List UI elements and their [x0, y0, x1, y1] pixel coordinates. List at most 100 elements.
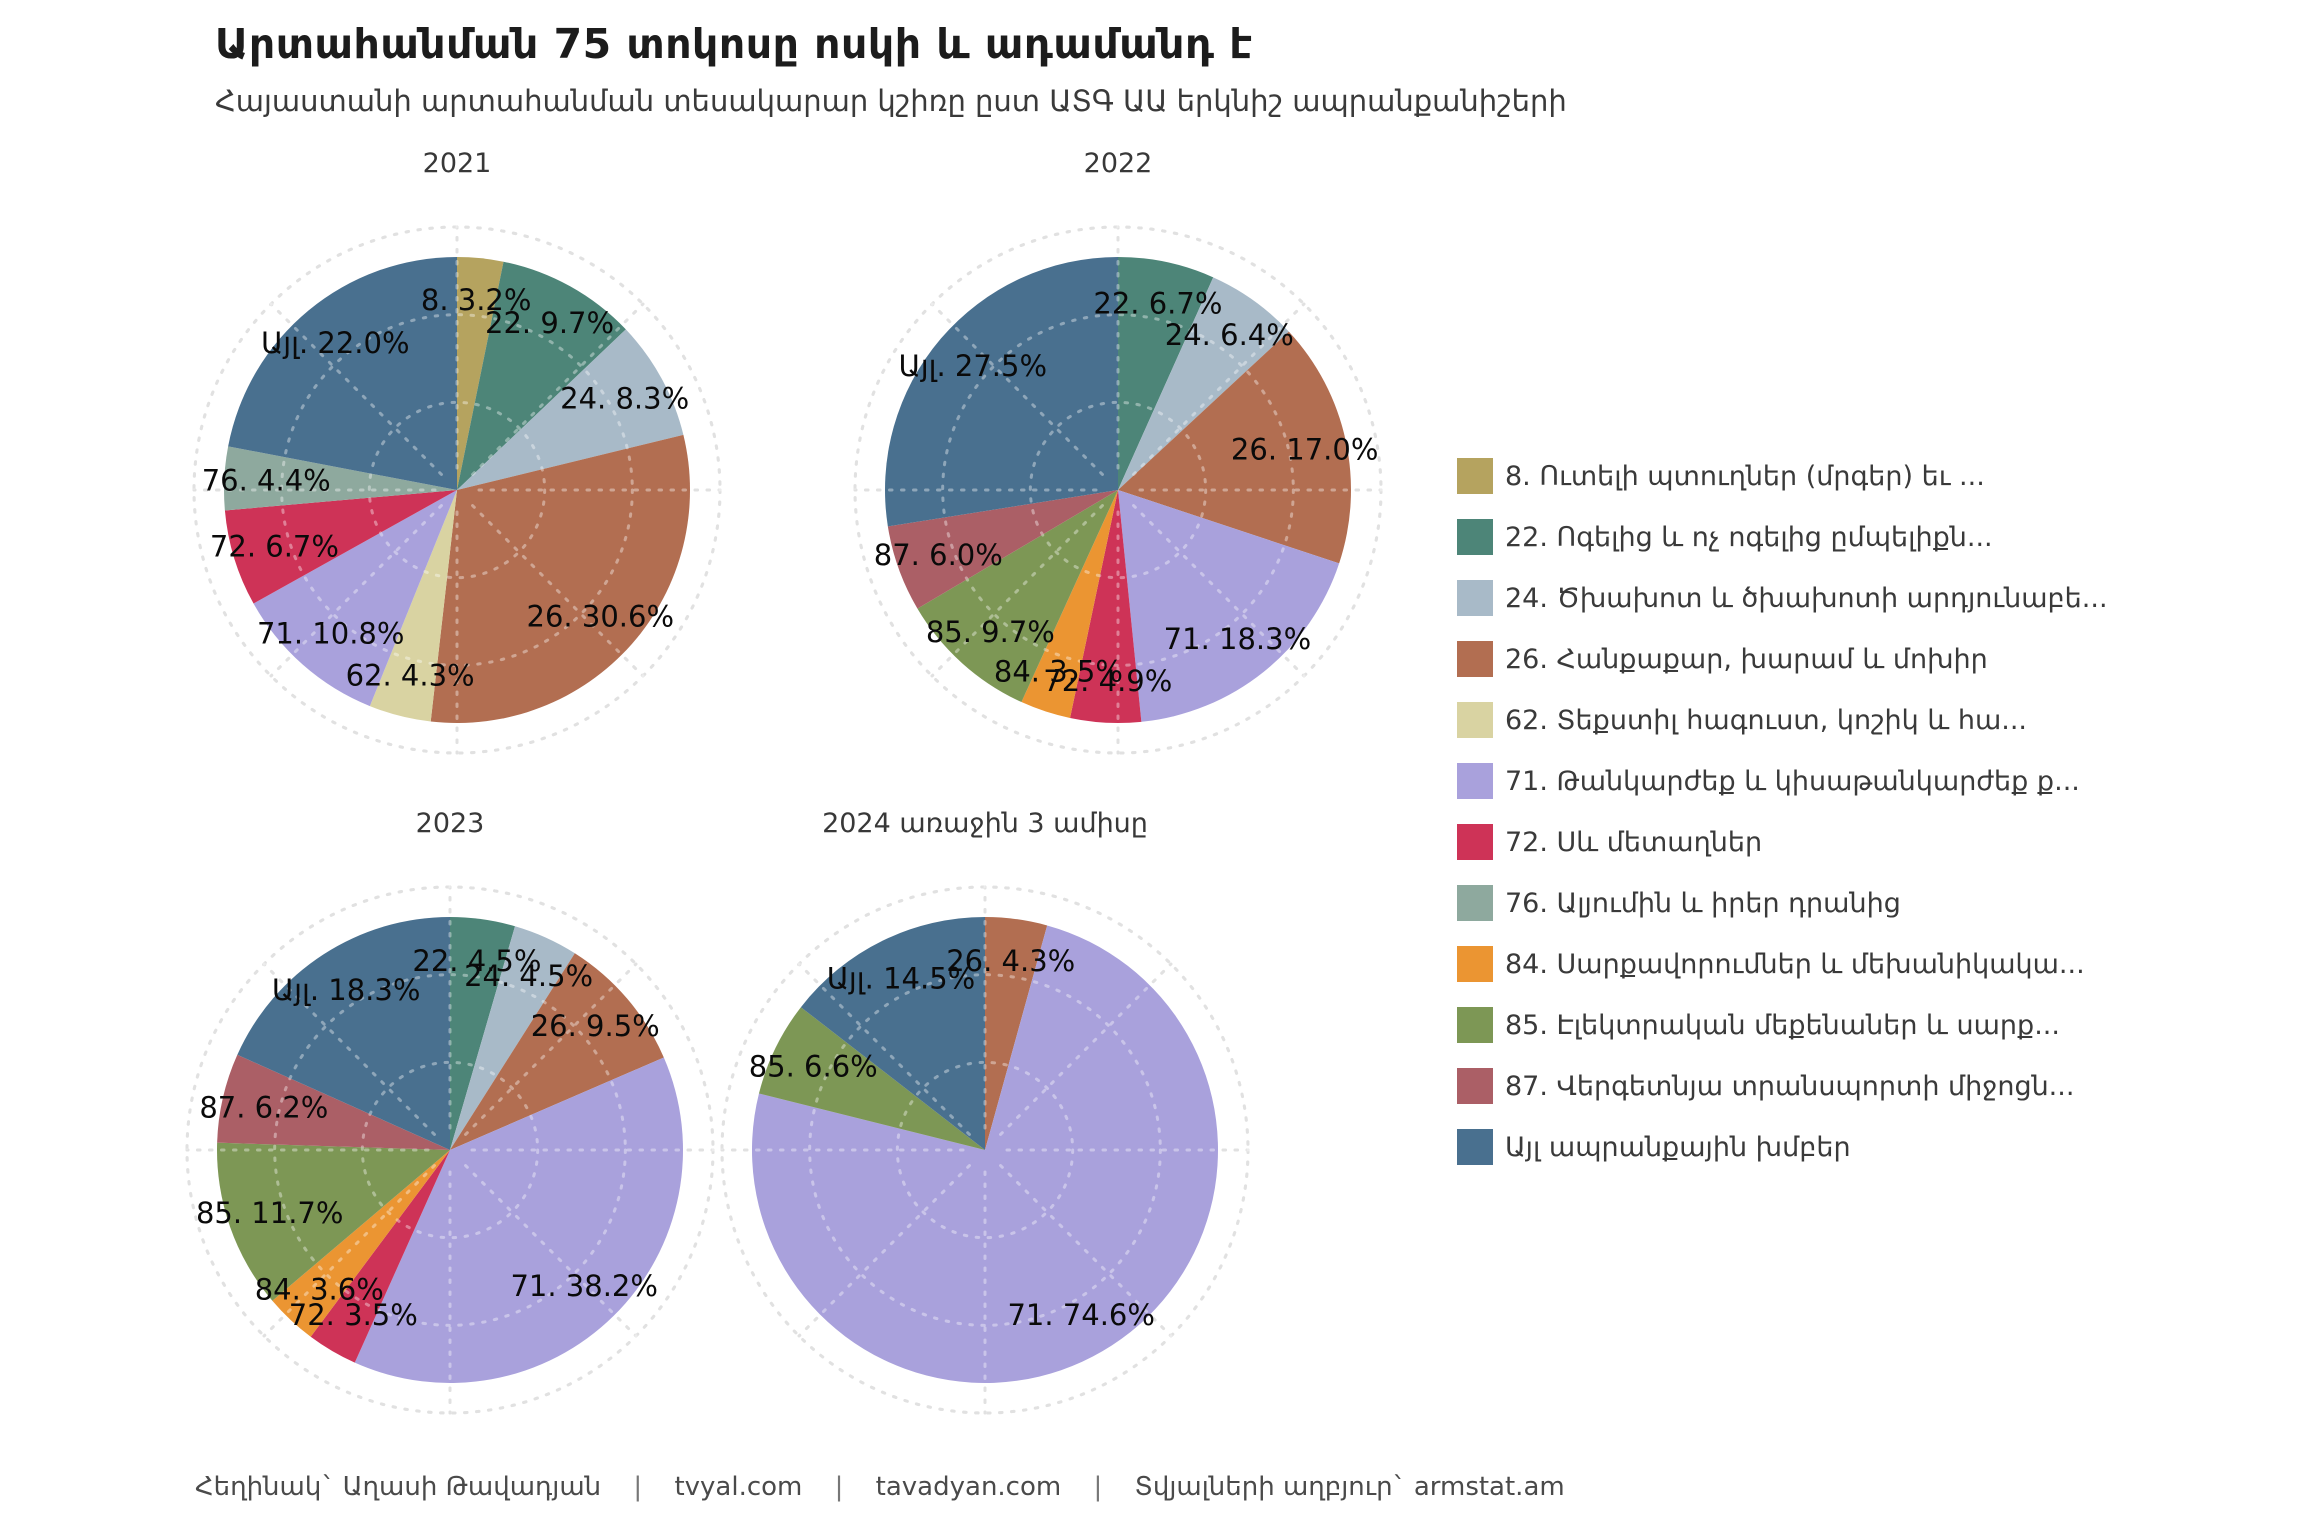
footer: Հեղինակ` Աղասի Թավադյան | tvyal.com | ta…	[195, 1472, 1565, 1502]
legend-label: 76. Ալյումին և իրեր դրանից	[1505, 887, 1901, 919]
pie-slice-22	[450, 917, 516, 1150]
facet-title: 2021	[423, 148, 492, 179]
legend-label: Այլ ապրանքային խմբեր	[1505, 1131, 1851, 1163]
legend-label: 71. Թանկարժեք և կիսաթանկարժեք ք...	[1505, 765, 2080, 797]
legend-label: 72. Սև մետաղներ	[1505, 826, 1763, 858]
legend-item: 84. Սարքավորումներ և մեխանիկակա...	[1457, 946, 2108, 982]
legend-label: 8. Ուտելի պտուղներ (մրգեր) եւ ...	[1505, 460, 1985, 492]
polar-grid-line	[930, 302, 1104, 476]
slice-label-71: 71. 18.3%	[1164, 622, 1311, 656]
pie-slice-71	[253, 490, 457, 707]
pie-slice-76	[223, 446, 457, 511]
polar-grid-line	[471, 504, 645, 678]
pie-slice-26	[430, 434, 690, 723]
slice-label-24: 24. 8.3%	[560, 382, 689, 416]
facet-title: 2024 առաջին 3 ամիսը	[822, 808, 1148, 839]
pie-slice-71	[1118, 490, 1340, 722]
polar-grid-overlay	[185, 885, 715, 1415]
polar-grid-circle	[280, 313, 634, 667]
legend-item: 71. Թանկարժեք և կիսաթանկարժեք ք...	[1457, 763, 2108, 799]
slice-label-24: 24. 6.4%	[1165, 318, 1294, 352]
polar-grid-circle	[185, 885, 715, 1415]
pie-slice-84	[1021, 490, 1118, 719]
legend-swatch	[1457, 1129, 1493, 1165]
pie-slice-85	[217, 1142, 450, 1301]
slice-label-Այլ: Այլ. 18.3%	[272, 973, 421, 1007]
slice-label-84: 84. 3.5%	[994, 655, 1123, 689]
polar-grid-line	[797, 962, 971, 1136]
footer-author: Հեղինակ` Աղասի Թավադյան	[195, 1472, 602, 1502]
legend-item: 72. Սև մետաղներ	[1457, 824, 2108, 860]
legend-label: 24. Ծխախոտ և ծխախոտի արդյունաբե...	[1505, 582, 2108, 614]
polar-grid-line	[1132, 504, 1306, 678]
polar-grid-circle	[895, 1060, 1075, 1240]
slice-label-72: 72. 4.9%	[1043, 664, 1172, 698]
polar-grid-circle	[941, 313, 1295, 667]
polar-grid-line	[269, 504, 443, 678]
slice-label-85: 85. 11.7%	[196, 1196, 343, 1230]
slice-label-Այլ: Այլ. 22.0%	[261, 326, 410, 360]
slice-label-8: 8. 3.2%	[421, 283, 532, 317]
pie-slice-Այլ	[228, 257, 457, 490]
polar-grid-line	[262, 1164, 436, 1338]
facet-title: 2022	[1084, 148, 1153, 179]
pie-3: 22. 4.5%24. 4.5% 26. 9.5% 71. 38.2% 72. 3.5…	[185, 808, 715, 1415]
slice-label-71: 71. 10.8%	[257, 616, 404, 650]
slice-label-Այլ: Այլ. 27.5%	[898, 349, 1047, 383]
legend-label: 62. Տեքստիլ հագուստ, կոշիկ և հա...	[1505, 704, 2028, 736]
slice-label-87: 87. 6.2%	[199, 1090, 328, 1124]
legend-item: 22. Ոգելից և ոչ ոգելից ըմպելիքն...	[1457, 519, 2108, 555]
slice-label-87: 87. 6.0%	[874, 538, 1003, 572]
pie-slice-87	[887, 490, 1118, 609]
pie-slice-72	[1070, 490, 1142, 723]
footer-separator: |	[1093, 1472, 1103, 1502]
pie-slice-24	[457, 329, 684, 490]
slice-label-84: 84. 3.6%	[255, 1272, 384, 1306]
legend-label: 84. Սարքավորումներ և մեխանիկակա...	[1505, 948, 2085, 980]
slice-label-22: 22. 4.5%	[412, 944, 541, 978]
footer-separator: |	[633, 1472, 643, 1502]
legend-label: 85. Էլեկտրական մեքենաներ և սարք...	[1505, 1009, 2060, 1041]
polar-grid-line	[262, 962, 436, 1136]
pie-slice-84	[272, 1150, 450, 1337]
pie-slice-85	[758, 1007, 985, 1150]
legend: 8. Ուտելի պտուղներ (մրգեր) եւ ... 22. Ոգե…	[1457, 458, 2108, 1190]
polar-grid-overlay	[853, 225, 1383, 755]
pie-slice-87	[217, 1054, 450, 1150]
polar-grid-line	[999, 962, 1173, 1136]
legend-item: Այլ ապրանքային խմբեր	[1457, 1129, 2108, 1165]
pie-slice-26	[985, 917, 1048, 1150]
legend-item: 87. Վերգետնյա տրանսպորտի միջոցն...	[1457, 1068, 2108, 1104]
pie-slice-85	[917, 490, 1118, 703]
slice-label-76: 76. 4.4%	[202, 464, 331, 498]
footer-site-tvyal: tvyal.com	[674, 1472, 803, 1502]
polar-grid-overlay	[192, 225, 722, 755]
legend-swatch	[1457, 580, 1493, 616]
legend-swatch	[1457, 458, 1493, 494]
legend-swatch	[1457, 824, 1493, 860]
polar-grid-line	[1132, 302, 1306, 476]
slice-label-72: 72. 3.5%	[289, 1298, 418, 1332]
pie-slice-71	[752, 925, 1218, 1383]
legend-swatch	[1457, 1068, 1493, 1104]
slice-label-85: 85. 9.7%	[926, 615, 1055, 649]
pie-slice-72	[310, 1150, 450, 1363]
polar-grid-circle	[273, 973, 627, 1327]
slice-label-26: 26. 30.6%	[527, 599, 674, 633]
facet-title: 2023	[416, 808, 485, 839]
legend-swatch	[1457, 702, 1493, 738]
slice-label-85: 85. 6.6%	[749, 1050, 878, 1084]
pie-slice-Այլ	[800, 917, 985, 1150]
polar-grid-line	[464, 962, 638, 1136]
polar-grid-line	[464, 1164, 638, 1338]
legend-item: 85. Էլեկտրական մեքենաներ և սարք...	[1457, 1007, 2108, 1043]
slice-label-22: 22. 6.7%	[1093, 286, 1222, 320]
polar-grid-line	[797, 1164, 971, 1338]
legend-swatch	[1457, 946, 1493, 982]
polar-grid-line	[269, 302, 443, 476]
footer-separator: |	[834, 1472, 844, 1502]
pie-slice-62	[369, 490, 457, 722]
slice-label-24: 24. 4.5%	[464, 959, 593, 993]
pie-slice-24	[450, 926, 575, 1150]
polar-grid-circle	[192, 225, 722, 755]
